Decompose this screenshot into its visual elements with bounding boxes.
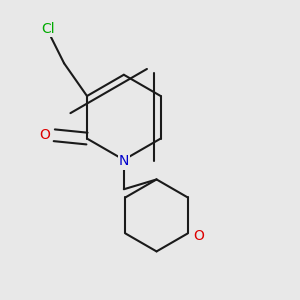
Text: O: O: [194, 229, 205, 243]
Text: Cl: Cl: [41, 22, 55, 36]
Text: O: O: [40, 128, 51, 142]
Text: N: N: [118, 154, 129, 169]
